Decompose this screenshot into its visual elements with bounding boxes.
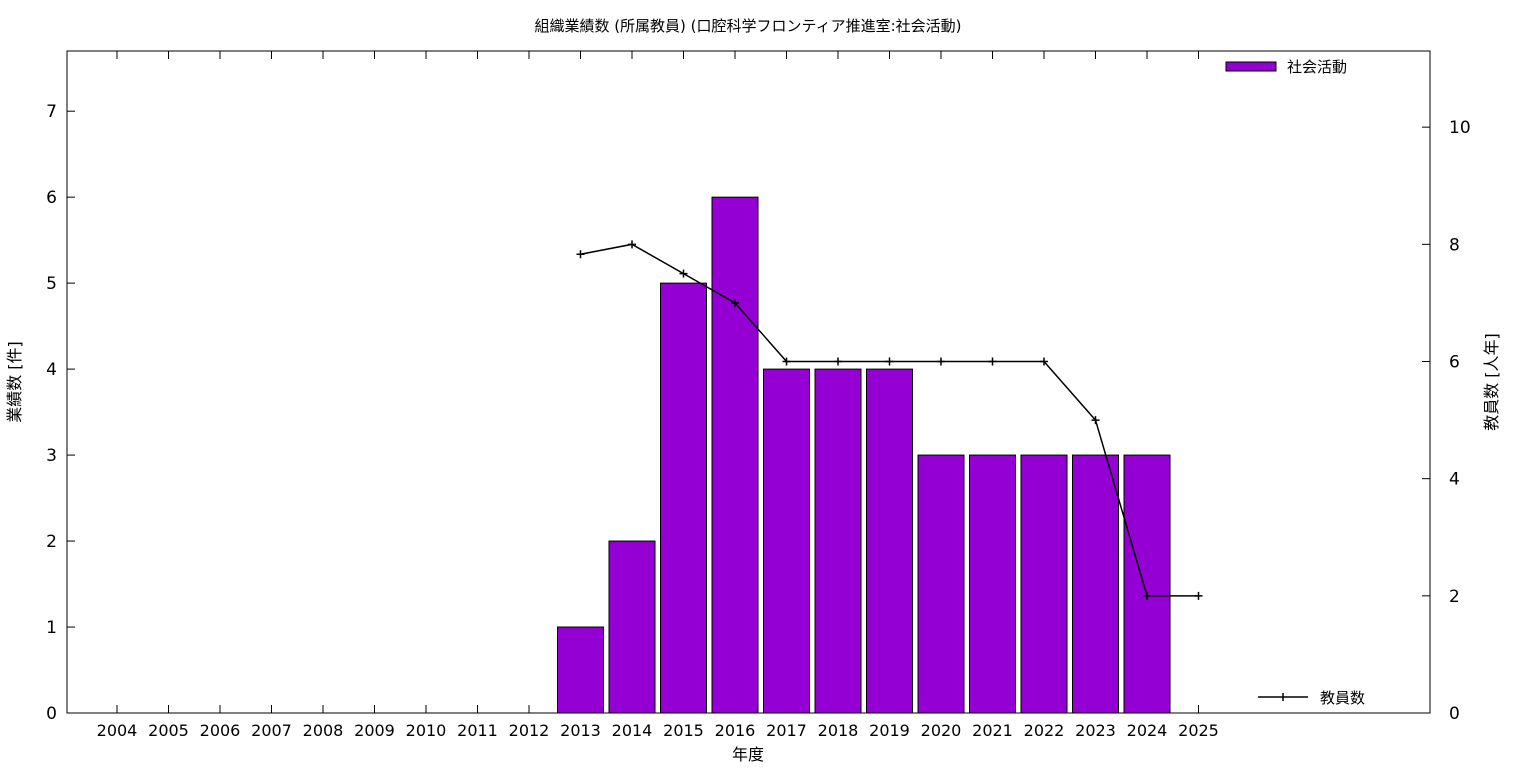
bar: [866, 368, 913, 714]
bar: [660, 282, 707, 714]
bar: [969, 454, 1016, 714]
chart-title: 組織業績数 (所属教員) (口腔科学フロンティア推進室:社会活動): [534, 17, 961, 35]
x-tick-label: 2004: [97, 721, 138, 740]
x-tick-label: 2018: [818, 721, 859, 740]
bar: [917, 454, 965, 714]
bar: [814, 368, 862, 714]
line-point: [834, 357, 842, 366]
x-tick-label: 2011: [457, 721, 498, 740]
y-tick-label: 7: [46, 102, 57, 122]
bar: [1072, 454, 1119, 714]
line-point: [782, 357, 791, 366]
line-point: [1091, 416, 1100, 425]
line-point: [988, 357, 997, 366]
bar: [608, 540, 656, 714]
line-point: [1194, 591, 1203, 600]
line-point: [1040, 357, 1048, 366]
x-tick-label: 2015: [663, 721, 704, 740]
y-tick-label: 1: [46, 618, 57, 638]
y-tick-label: 4: [46, 360, 57, 380]
chart-marks: 0 1 2 3 4 5 6 7 0 2 4 6 8 10 2004 2005 2006 2007 2008 2009 2…: [46, 51, 1471, 740]
x-tick-label: 2016: [715, 721, 756, 740]
x-tick-label: 2025: [1178, 721, 1219, 740]
legend-label-line: 教員数: [1320, 689, 1365, 707]
y-tick-label: 0: [46, 704, 57, 724]
line-point: [576, 250, 585, 259]
x-tick-label: 2007: [251, 721, 292, 740]
x-tick-label: 2022: [1024, 721, 1065, 740]
line-point: [731, 298, 739, 307]
bar: [557, 626, 604, 714]
line-point: [885, 357, 894, 366]
x-tick-label: 2020: [921, 721, 962, 740]
y2-tick-label: 0: [1449, 704, 1460, 724]
x-tick-label: 2006: [200, 721, 241, 740]
line-point: [628, 240, 636, 249]
y2-tick-label: 4: [1449, 470, 1460, 490]
x-tick-label: 2014: [612, 721, 653, 740]
y-tick-label: 2: [46, 532, 57, 552]
x-tick-label: 2017: [766, 721, 807, 740]
y2-tick-label: 6: [1449, 352, 1460, 372]
x-tick-label: 2021: [972, 721, 1013, 740]
x-axis-label: 年度: [732, 745, 764, 764]
legend-swatch-bar: [1225, 61, 1277, 72]
x-tick-label: 2008: [303, 721, 344, 740]
line-point: [937, 357, 945, 366]
x-tick-label: 2012: [509, 721, 550, 740]
y-tick-label: 6: [46, 188, 57, 208]
x-tick-label: 2023: [1075, 721, 1116, 740]
y2-tick-label: 10: [1449, 118, 1471, 138]
x-tick-label: 2013: [560, 721, 601, 740]
legend-label-bar: 社会活動: [1287, 58, 1347, 76]
line-point: [1143, 591, 1151, 600]
bar: [1123, 454, 1171, 714]
x-tick-label: 2019: [869, 721, 910, 740]
x-tick-label: 2010: [406, 721, 447, 740]
x-tick-label: 2024: [1127, 721, 1168, 740]
y-axis-label: 業績数 [件]: [5, 341, 24, 423]
y-tick-label: 5: [46, 274, 57, 294]
x-tick-label: 2009: [354, 721, 395, 740]
x-tick-label: 2005: [148, 721, 189, 740]
y2-tick-label: 8: [1449, 235, 1460, 255]
line-point: [679, 269, 688, 278]
bar: [711, 196, 759, 714]
y2-axis-label: 教員数 [人年]: [1482, 333, 1501, 431]
y-tick-label: 3: [46, 446, 57, 466]
y2-tick-label: 2: [1449, 587, 1460, 607]
bar: [1020, 454, 1068, 714]
bar: [763, 368, 810, 714]
